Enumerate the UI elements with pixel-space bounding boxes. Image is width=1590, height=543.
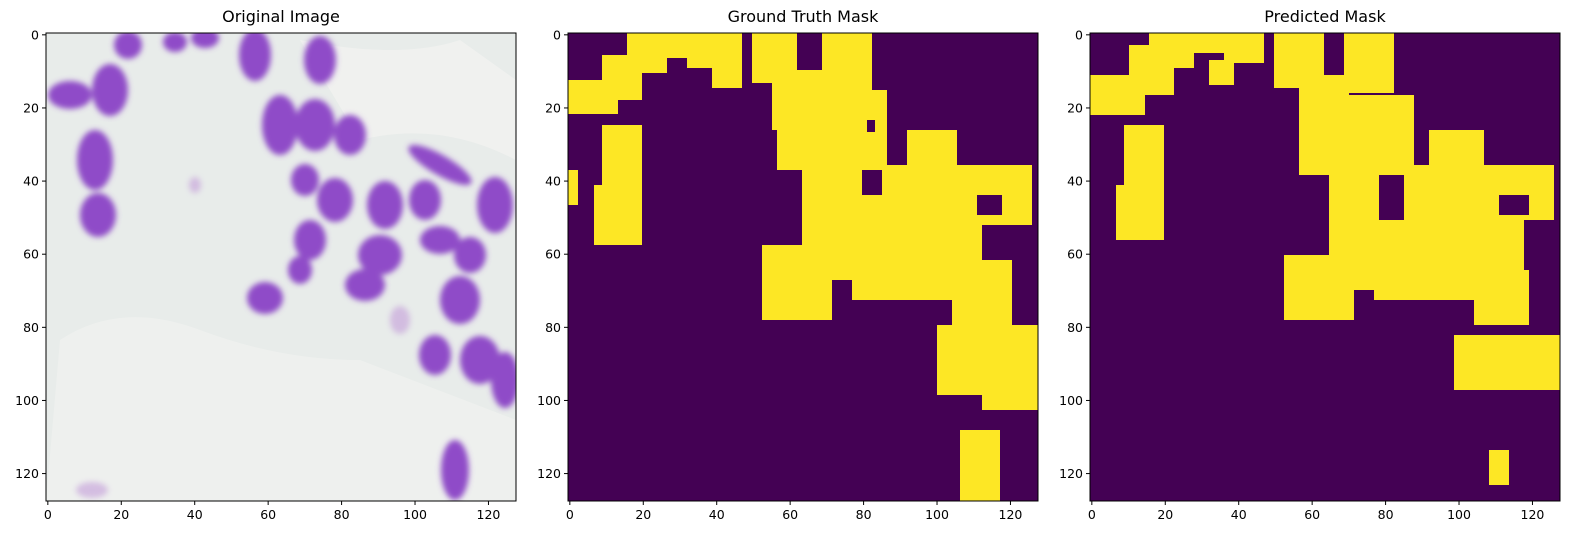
predicted-mask — [1090, 33, 1560, 501]
y-tick-label: 0 — [1075, 27, 1083, 42]
y-axis: 0 20 40 60 80 100 120 — [537, 27, 568, 481]
x-tick-label: 120 — [999, 507, 1023, 522]
x-tick-label: 60 — [260, 507, 276, 522]
x-axis: 0 20 40 60 80 100 120 — [1088, 501, 1545, 522]
x-tick-label: 40 — [1231, 507, 1247, 522]
y-tick-label: 100 — [15, 393, 39, 408]
y-tick-label: 40 — [1067, 174, 1083, 189]
microscopy-image — [46, 33, 516, 501]
x-tick-label: 80 — [856, 507, 872, 522]
x-tick-label: 100 — [1447, 507, 1471, 522]
x-tick-label: 100 — [403, 507, 427, 522]
y-tick-label: 80 — [1067, 320, 1083, 335]
x-tick-label: 80 — [334, 507, 350, 522]
x-axis: 0 20 40 60 80 100 120 — [44, 501, 501, 522]
plot-area: 0 20 40 60 80 100 120 0 20 40 60 80 100 120 — [15, 27, 517, 522]
y-tick-label: 20 — [23, 100, 39, 115]
axes-frame — [567, 32, 1039, 502]
x-tick-label: 0 — [566, 507, 574, 522]
x-tick-label: 40 — [709, 507, 725, 522]
x-tick-label: 100 — [925, 507, 949, 522]
x-tick-label: 80 — [1378, 507, 1394, 522]
y-tick-label: 40 — [545, 174, 561, 189]
plot-area: 0 20 40 60 80 100 120 0 20 40 60 80 100 120 — [537, 27, 1039, 522]
y-tick-label: 20 — [545, 100, 561, 115]
x-tick-label: 60 — [1304, 507, 1320, 522]
y-tick-label: 60 — [545, 247, 561, 262]
y-tick-label: 80 — [23, 320, 39, 335]
x-axis: 0 20 40 60 80 100 120 — [566, 501, 1023, 522]
x-tick-label: 40 — [187, 507, 203, 522]
y-tick-label: 100 — [1059, 393, 1083, 408]
y-tick-label: 0 — [31, 27, 39, 42]
original-image-panel: Original Image — [0, 0, 520, 543]
y-tick-label: 0 — [553, 27, 561, 42]
panel-title: Ground Truth Mask — [727, 7, 879, 26]
plot-area: 0 20 40 60 80 100 120 0 20 40 60 80 100 120 — [1059, 27, 1561, 522]
y-tick-label: 60 — [23, 247, 39, 262]
y-tick-label: 100 — [537, 393, 561, 408]
axes-frame — [1089, 32, 1561, 502]
panel-title: Predicted Mask — [1264, 7, 1386, 26]
y-axis: 0 20 40 60 80 100 120 — [1059, 27, 1090, 481]
y-tick-label: 120 — [537, 466, 561, 481]
x-tick-label: 0 — [44, 507, 52, 522]
ground-truth-mask — [568, 33, 1038, 501]
x-tick-label: 60 — [782, 507, 798, 522]
panel-title: Original Image — [222, 7, 340, 26]
y-tick-label: 40 — [23, 174, 39, 189]
x-tick-label: 120 — [477, 507, 501, 522]
y-tick-label: 80 — [545, 320, 561, 335]
x-tick-label: 20 — [1157, 507, 1173, 522]
x-tick-label: 20 — [635, 507, 651, 522]
y-axis: 0 20 40 60 80 100 120 — [15, 27, 46, 481]
y-tick-label: 120 — [1059, 466, 1083, 481]
predicted-mask-panel: Predicted Mask — [1044, 0, 1564, 543]
x-tick-label: 20 — [113, 507, 129, 522]
y-tick-label: 120 — [15, 466, 39, 481]
y-tick-label: 20 — [1067, 100, 1083, 115]
x-tick-label: 120 — [1521, 507, 1545, 522]
x-tick-label: 0 — [1088, 507, 1096, 522]
y-tick-label: 60 — [1067, 247, 1083, 262]
axes-frame — [45, 32, 517, 502]
ground-truth-mask-panel: Ground Truth Mask — [522, 0, 1042, 543]
